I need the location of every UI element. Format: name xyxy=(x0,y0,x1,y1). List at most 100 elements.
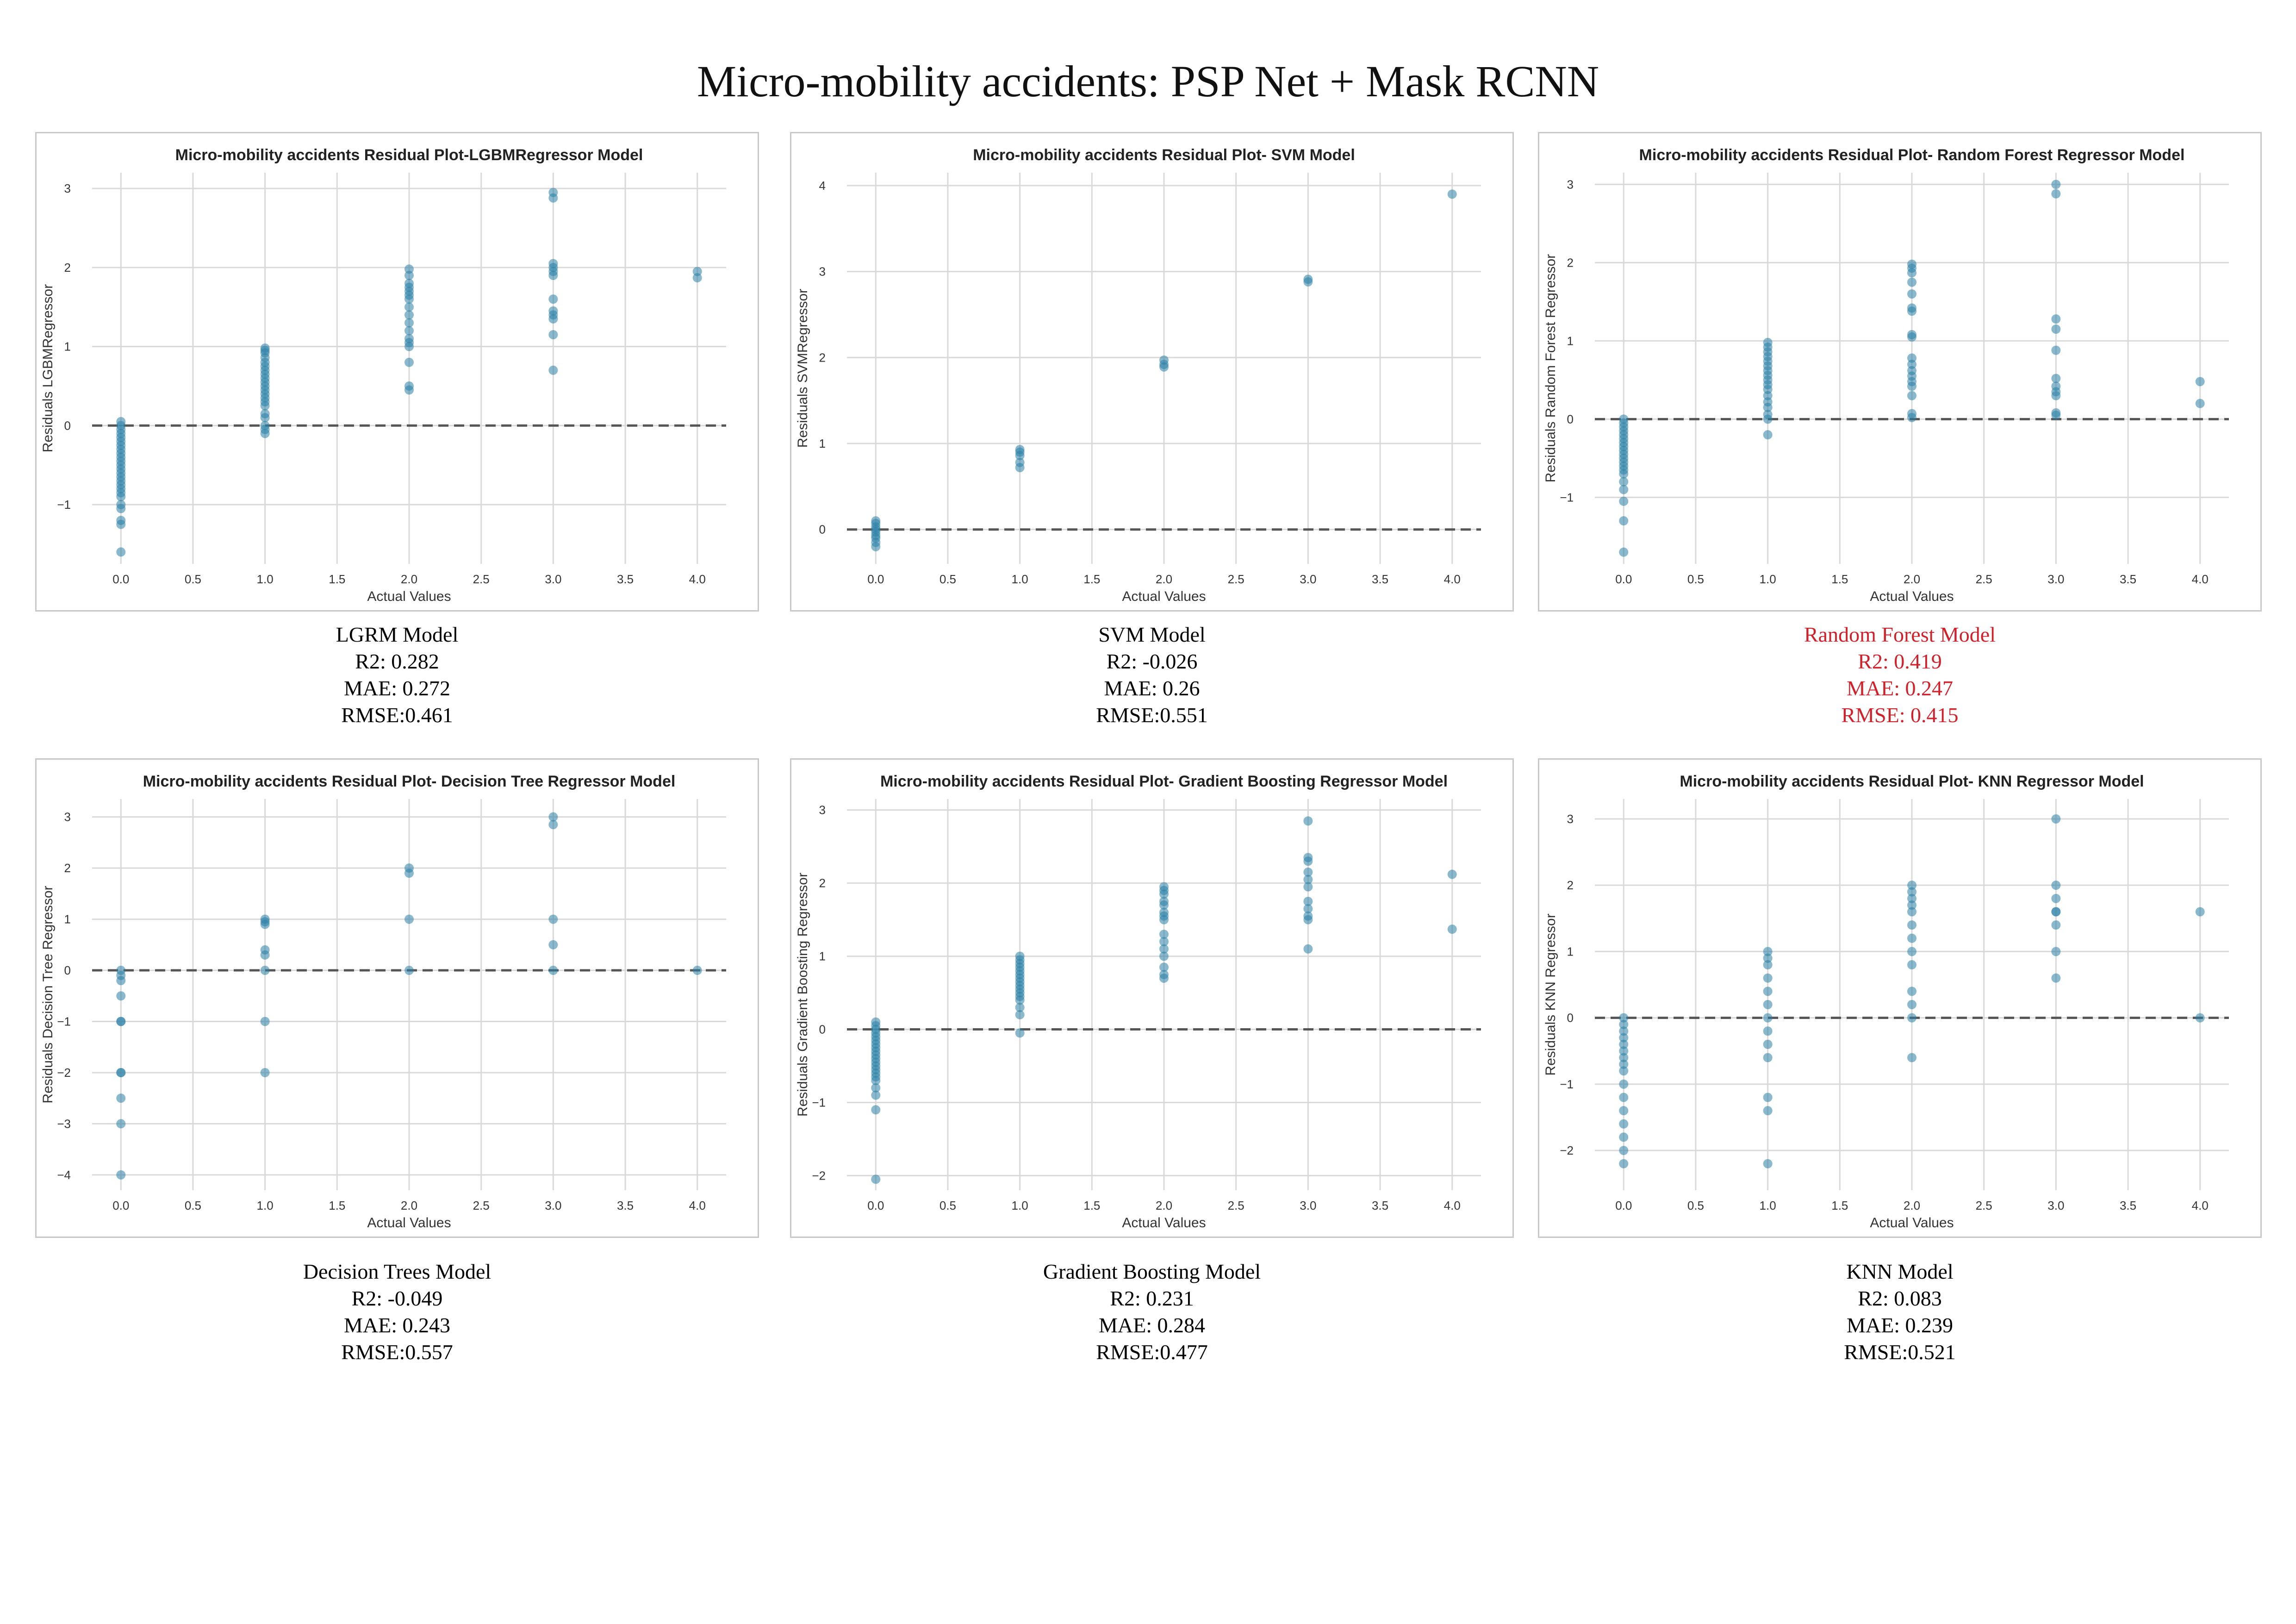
data-point xyxy=(1763,403,1773,412)
x-tick-label: 4.0 xyxy=(689,572,706,586)
data-point xyxy=(548,193,558,203)
data-point xyxy=(1907,412,1916,422)
data-point xyxy=(260,917,270,927)
x-tick-label: 0.0 xyxy=(1615,1199,1632,1212)
data-point xyxy=(1907,999,1916,1009)
data-point xyxy=(1303,882,1313,892)
y-tick-label: 3 xyxy=(819,265,826,279)
x-tick-label: 1.5 xyxy=(329,1199,345,1212)
data-point xyxy=(1907,933,1916,943)
data-point xyxy=(2051,180,2061,189)
residual-plot-decision-tree: 0.0 0.5 1.0 1.5 2.0 2.5 3.0 3.5 4.0 −4 −3 −2 −1 0 1 2 3 M… xyxy=(40,773,726,1230)
chart-title: Micro-mobility accidents Residual Plot-L… xyxy=(175,146,643,164)
x-tick-label: 1.0 xyxy=(1760,572,1776,586)
data-point xyxy=(1763,999,1773,1009)
metric-model-name: KNN Model xyxy=(1846,1260,1954,1283)
data-point xyxy=(260,401,270,411)
metric-rmse: RMSE:0.551 xyxy=(1096,703,1208,727)
y-tick-label: 2 xyxy=(819,350,826,364)
data-point xyxy=(2051,410,2061,420)
data-point xyxy=(1907,920,1916,930)
metric-model-name: Decision Trees Model xyxy=(303,1260,492,1283)
metric-mae: MAE: 0.243 xyxy=(344,1313,450,1337)
data-point xyxy=(1015,1003,1025,1012)
data-point xyxy=(1159,962,1169,972)
x-tick-label: 0.5 xyxy=(185,1199,201,1212)
y-axis-label: Residuals LGBMRegressor xyxy=(40,284,56,452)
data-point xyxy=(871,1174,881,1184)
x-tick-label: 2.5 xyxy=(1228,1199,1244,1212)
data-point xyxy=(404,270,414,280)
x-tick-label: 3.0 xyxy=(1300,1199,1316,1212)
data-point xyxy=(1159,362,1169,372)
data-point xyxy=(1619,1033,1629,1043)
metric-rmse: RMSE:0.477 xyxy=(1096,1340,1208,1364)
y-tick-label: 3 xyxy=(64,181,71,195)
data-point xyxy=(1763,1093,1773,1102)
data-point xyxy=(2051,947,2061,956)
data-point xyxy=(548,820,558,830)
residual-plot-gradient-boosting: 0.0 0.5 1.0 1.5 2.0 2.5 3.0 3.5 4.0 −2 −1 0 1 2 3 Micro… xyxy=(795,773,1481,1230)
data-points xyxy=(1619,180,2205,557)
chart-panel-gradient-boosting: 0.0 0.5 1.0 1.5 2.0 2.5 3.0 3.5 4.0 −2 −1 0 1 2 3 Micro… xyxy=(790,758,1514,1238)
data-point xyxy=(1303,816,1313,826)
y-axis-label: Residuals SVMRegressor xyxy=(795,289,810,448)
x-tick-label: 2.0 xyxy=(1904,572,1920,586)
data-point xyxy=(116,1119,126,1129)
y-tick-label: −3 xyxy=(57,1117,71,1131)
data-point xyxy=(1763,987,1773,996)
x-tick-label: 0.5 xyxy=(940,1199,956,1212)
data-point xyxy=(548,330,558,339)
data-point xyxy=(2051,881,2061,890)
data-point xyxy=(548,365,558,375)
data-point xyxy=(2195,1013,2205,1023)
y-tick-label: −2 xyxy=(812,1168,826,1182)
x-tick-label: 4.0 xyxy=(689,1199,706,1212)
data-point xyxy=(404,318,414,328)
y-tick-label: 1 xyxy=(819,949,826,963)
data-point xyxy=(1619,1093,1629,1102)
x-tick-label: 0.0 xyxy=(112,1199,129,1212)
data-point xyxy=(1907,381,1916,391)
grid xyxy=(92,799,726,1190)
data-point xyxy=(1159,951,1169,961)
data-point xyxy=(1619,547,1629,557)
y-axis-label: Residuals Gradient Boosting Regressor xyxy=(795,873,810,1117)
x-tick-label: 2.5 xyxy=(1976,572,1992,586)
data-point xyxy=(116,504,126,513)
data-point xyxy=(2051,893,2061,903)
x-tick-label: 3.0 xyxy=(2047,572,2064,586)
data-point xyxy=(1763,973,1773,983)
x-tick-label: 4.0 xyxy=(1444,572,1461,586)
data-point xyxy=(548,262,558,272)
data-point xyxy=(404,868,414,878)
data-point xyxy=(2051,314,2061,324)
data-point xyxy=(1159,944,1169,954)
data-point xyxy=(1619,1119,1629,1129)
y-tick-label: −1 xyxy=(57,1014,71,1028)
metric-r2: R2: -0.026 xyxy=(1106,650,1198,673)
y-tick-label: −2 xyxy=(1560,1143,1574,1157)
data-point xyxy=(1907,391,1916,400)
x-tick-label: 4.0 xyxy=(2192,572,2209,586)
data-point xyxy=(1619,1079,1629,1089)
data-point xyxy=(260,966,270,975)
data-point xyxy=(1015,1010,1025,1019)
data-point xyxy=(404,290,414,300)
data-point xyxy=(548,940,558,949)
data-point xyxy=(116,547,126,557)
x-tick-label: 0.5 xyxy=(185,572,201,586)
data-point xyxy=(1303,915,1313,924)
data-point xyxy=(871,542,881,551)
data-point xyxy=(1303,874,1313,884)
data-point xyxy=(1619,477,1629,487)
residual-plot-random-forest: 0.0 0.5 1.0 1.5 2.0 2.5 3.0 3.5 4.0 −1 0 1 2 3 Micro-m… xyxy=(1543,146,2229,604)
x-tick-label: 1.0 xyxy=(257,1199,274,1212)
x-tick-label: 3.0 xyxy=(1300,572,1316,586)
data-point xyxy=(1619,1039,1629,1049)
chart-panel-random-forest: 0.0 0.5 1.0 1.5 2.0 2.5 3.0 3.5 4.0 −1 0 1 2 3 Micro-m… xyxy=(1538,132,2262,612)
x-axis-label: Actual Values xyxy=(1122,1215,1206,1230)
y-tick-label: 2 xyxy=(819,876,826,890)
chart-title: Micro-mobility accidents Residual Plot- … xyxy=(973,146,1355,164)
x-tick-label: 0.0 xyxy=(112,572,129,586)
